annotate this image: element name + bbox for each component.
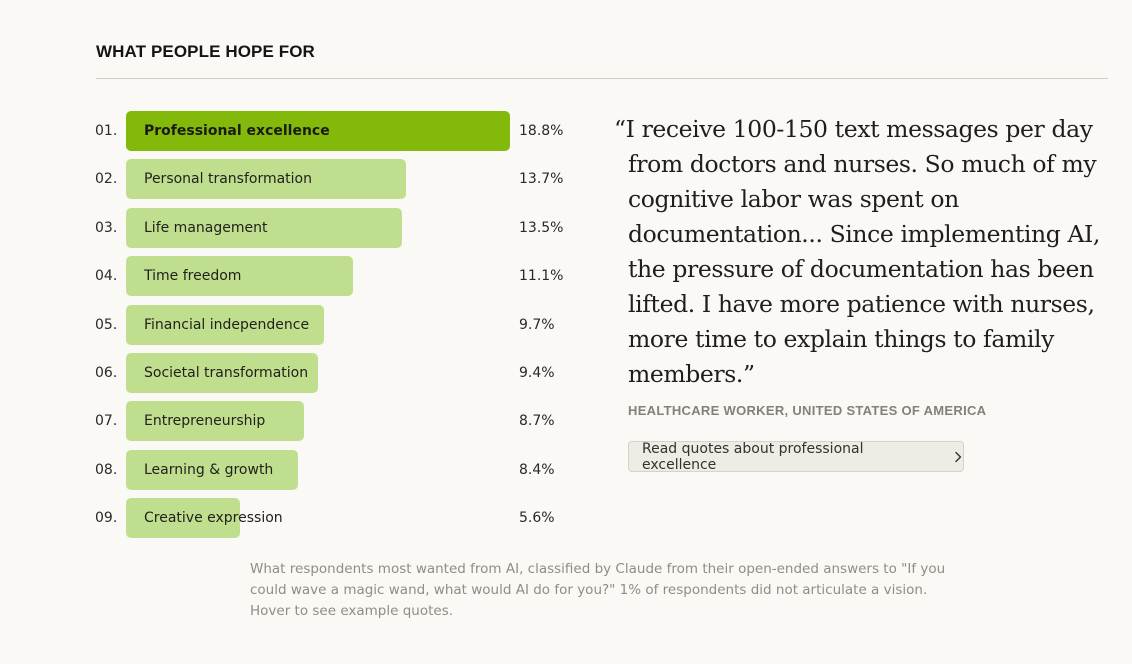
category-label: Financial independence bbox=[144, 316, 310, 333]
rank-label: 06. bbox=[95, 365, 118, 381]
category-label: Time freedom bbox=[144, 268, 242, 285]
category-label: Creative expression bbox=[144, 510, 283, 527]
bar[interactable] bbox=[126, 449, 298, 490]
chart-row[interactable]: 07. Entrepreneurship 8.7% bbox=[0, 401, 600, 442]
bar[interactable] bbox=[126, 498, 241, 539]
bar[interactable] bbox=[126, 207, 402, 248]
value-label: 11.1% bbox=[519, 268, 564, 285]
chart-row[interactable]: 06. Societal transformation 9.4% bbox=[0, 353, 600, 393]
rank-label: 02. bbox=[95, 171, 118, 188]
value-label: 9.7% bbox=[519, 316, 555, 333]
bar[interactable] bbox=[126, 159, 406, 200]
quote-attribution: HEALTHCARE WORKER, UNITED STATES OF AMER… bbox=[628, 403, 987, 418]
hopes-bar-chart: 01. Professional excellence 18.8% 02. Person… bbox=[0, 0, 600, 560]
featured-quote: “I receive 100-150 text messages per day… bbox=[614, 115, 1101, 388]
section-title: WHAT PEOPLE HOPE FOR bbox=[96, 42, 315, 61]
rank-label: 04. bbox=[95, 268, 118, 285]
chart-row[interactable]: 01. Professional excellence 18.8% bbox=[0, 111, 600, 151]
chart-row[interactable]: 08. Learning & growth 8.4% bbox=[0, 449, 600, 490]
category-label: Entrepreneurship bbox=[144, 413, 266, 430]
bar[interactable] bbox=[126, 353, 318, 393]
category-label: Learning & growth bbox=[144, 461, 274, 478]
chart-row[interactable]: 09. Creative expression 5.6% bbox=[0, 498, 600, 539]
rank-label: 05. bbox=[95, 316, 118, 333]
category-label: Professional excellence bbox=[144, 123, 330, 139]
category-label: Personal transformation bbox=[144, 171, 312, 188]
value-label: 18.8% bbox=[519, 123, 564, 139]
value-label: 8.7% bbox=[519, 413, 555, 430]
chart-row[interactable]: 03. Life management 13.5% bbox=[0, 207, 600, 248]
bar[interactable] bbox=[126, 401, 304, 442]
rank-label: 09. bbox=[95, 510, 118, 527]
value-label: 13.7% bbox=[519, 171, 564, 188]
value-label: 8.4% bbox=[519, 461, 555, 478]
rank-label: 08. bbox=[95, 461, 118, 478]
bar[interactable] bbox=[126, 256, 353, 297]
chart-caption: What respondents most wanted from AI, cl… bbox=[250, 561, 946, 619]
bar[interactable] bbox=[126, 111, 510, 151]
rank-label: 07. bbox=[95, 413, 118, 430]
category-label: Life management bbox=[144, 219, 268, 236]
chart-row[interactable]: 04. Time freedom 11.1% bbox=[0, 256, 600, 297]
value-label: 9.4% bbox=[519, 365, 555, 381]
chart-row[interactable]: 02. Personal transformation 13.7% bbox=[0, 159, 600, 200]
chart-row[interactable]: 05. Financial independence 9.7% bbox=[0, 304, 600, 345]
rank-label: 01. bbox=[95, 123, 118, 139]
value-label: 5.6% bbox=[519, 510, 555, 527]
section-divider bbox=[96, 78, 1108, 79]
read-quotes-button[interactable]: Read quotes about professional excellenc… bbox=[628, 440, 964, 473]
bar[interactable] bbox=[126, 304, 325, 345]
chevron-right-icon bbox=[955, 451, 962, 462]
rank-label: 03. bbox=[95, 219, 118, 236]
value-label: 13.5% bbox=[519, 219, 564, 236]
category-label: Societal transformation bbox=[144, 365, 309, 381]
read-quotes-label: Read quotes about professional excellenc… bbox=[642, 440, 864, 473]
